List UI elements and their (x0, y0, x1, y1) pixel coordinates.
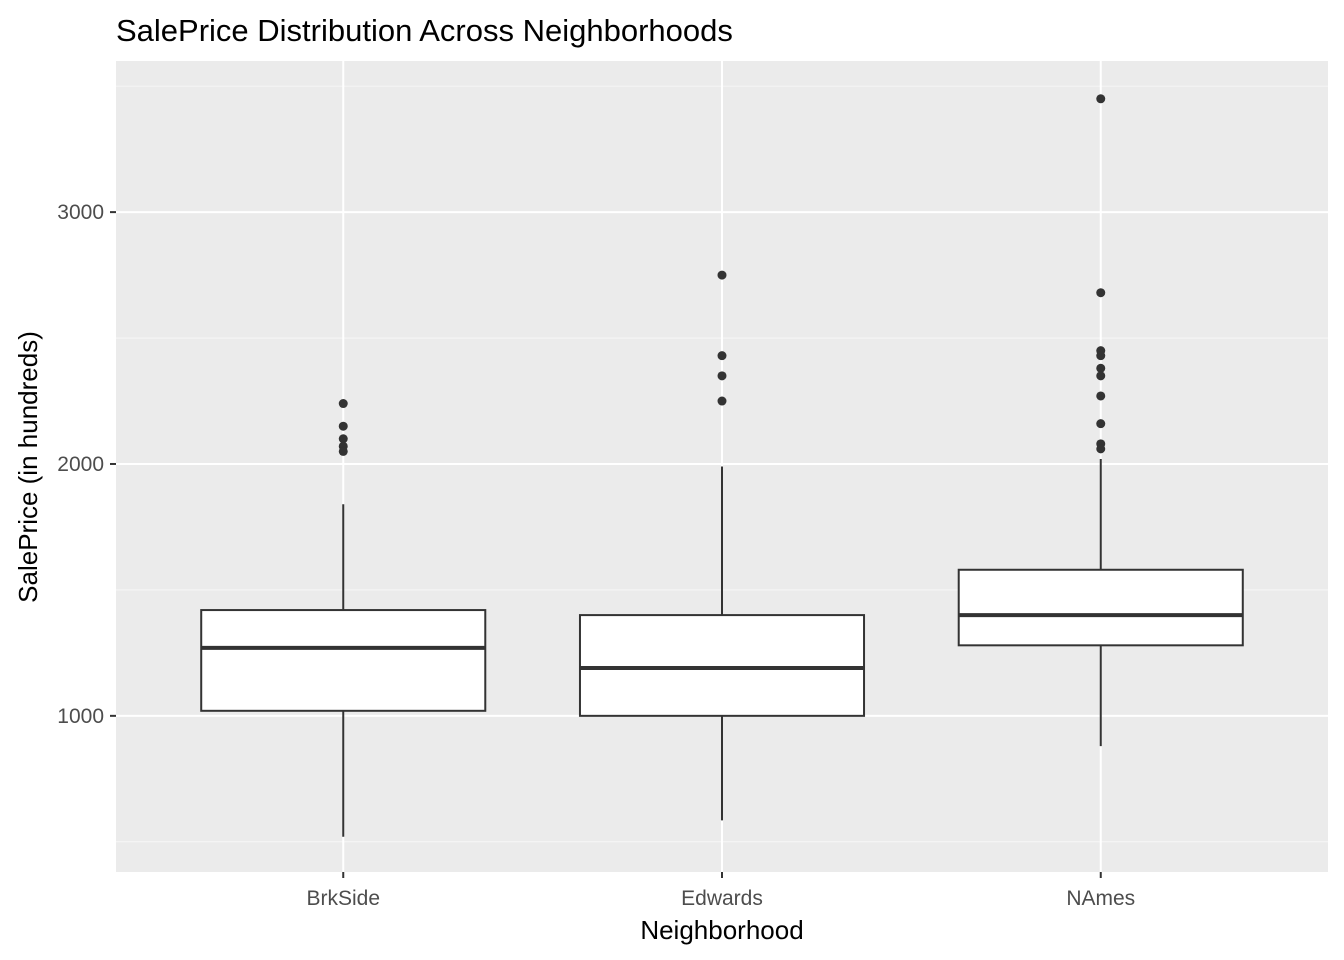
box-iqr (200, 609, 487, 712)
x-tick-label: NAmes (1066, 887, 1135, 910)
x-tick-label: BrkSide (306, 887, 380, 910)
outlier-point (1096, 419, 1106, 429)
y-tick-label: 1000 (57, 705, 104, 728)
y-tick-label: 3000 (57, 201, 104, 224)
x-axis-title: Neighborhood (640, 915, 803, 945)
y-axis: 1000 2000 3000 (57, 201, 116, 728)
box-iqr (957, 568, 1244, 647)
x-tick-label: Edwards (681, 887, 763, 910)
outlier-point (717, 371, 727, 381)
outlier-point (338, 434, 348, 444)
outlier-point (717, 270, 727, 280)
outlier-point (338, 446, 348, 456)
box-series (200, 94, 1244, 837)
outlier-point (717, 351, 727, 361)
outlier-point (717, 396, 727, 406)
chart-title: SalePrice Distribution Across Neighborho… (116, 13, 733, 48)
outlier-point (1096, 371, 1106, 381)
outlier-point (1096, 288, 1106, 298)
box-brkside (200, 399, 487, 837)
y-axis-title: SalePrice (in hundreds) (13, 331, 43, 603)
outlier-point (1096, 391, 1106, 401)
outlier-point (338, 399, 348, 409)
outlier-point (338, 421, 348, 431)
outlier-point (1096, 94, 1106, 104)
box-edwards (578, 270, 866, 821)
box-names (957, 94, 1244, 747)
outlier-point (1096, 444, 1106, 454)
x-axis: BrkSide Edwards NAmes (306, 872, 1135, 910)
outlier-point (1096, 351, 1106, 361)
y-tick-label: 2000 (57, 453, 104, 476)
outlier-point (1096, 363, 1106, 373)
box-iqr (578, 614, 866, 717)
